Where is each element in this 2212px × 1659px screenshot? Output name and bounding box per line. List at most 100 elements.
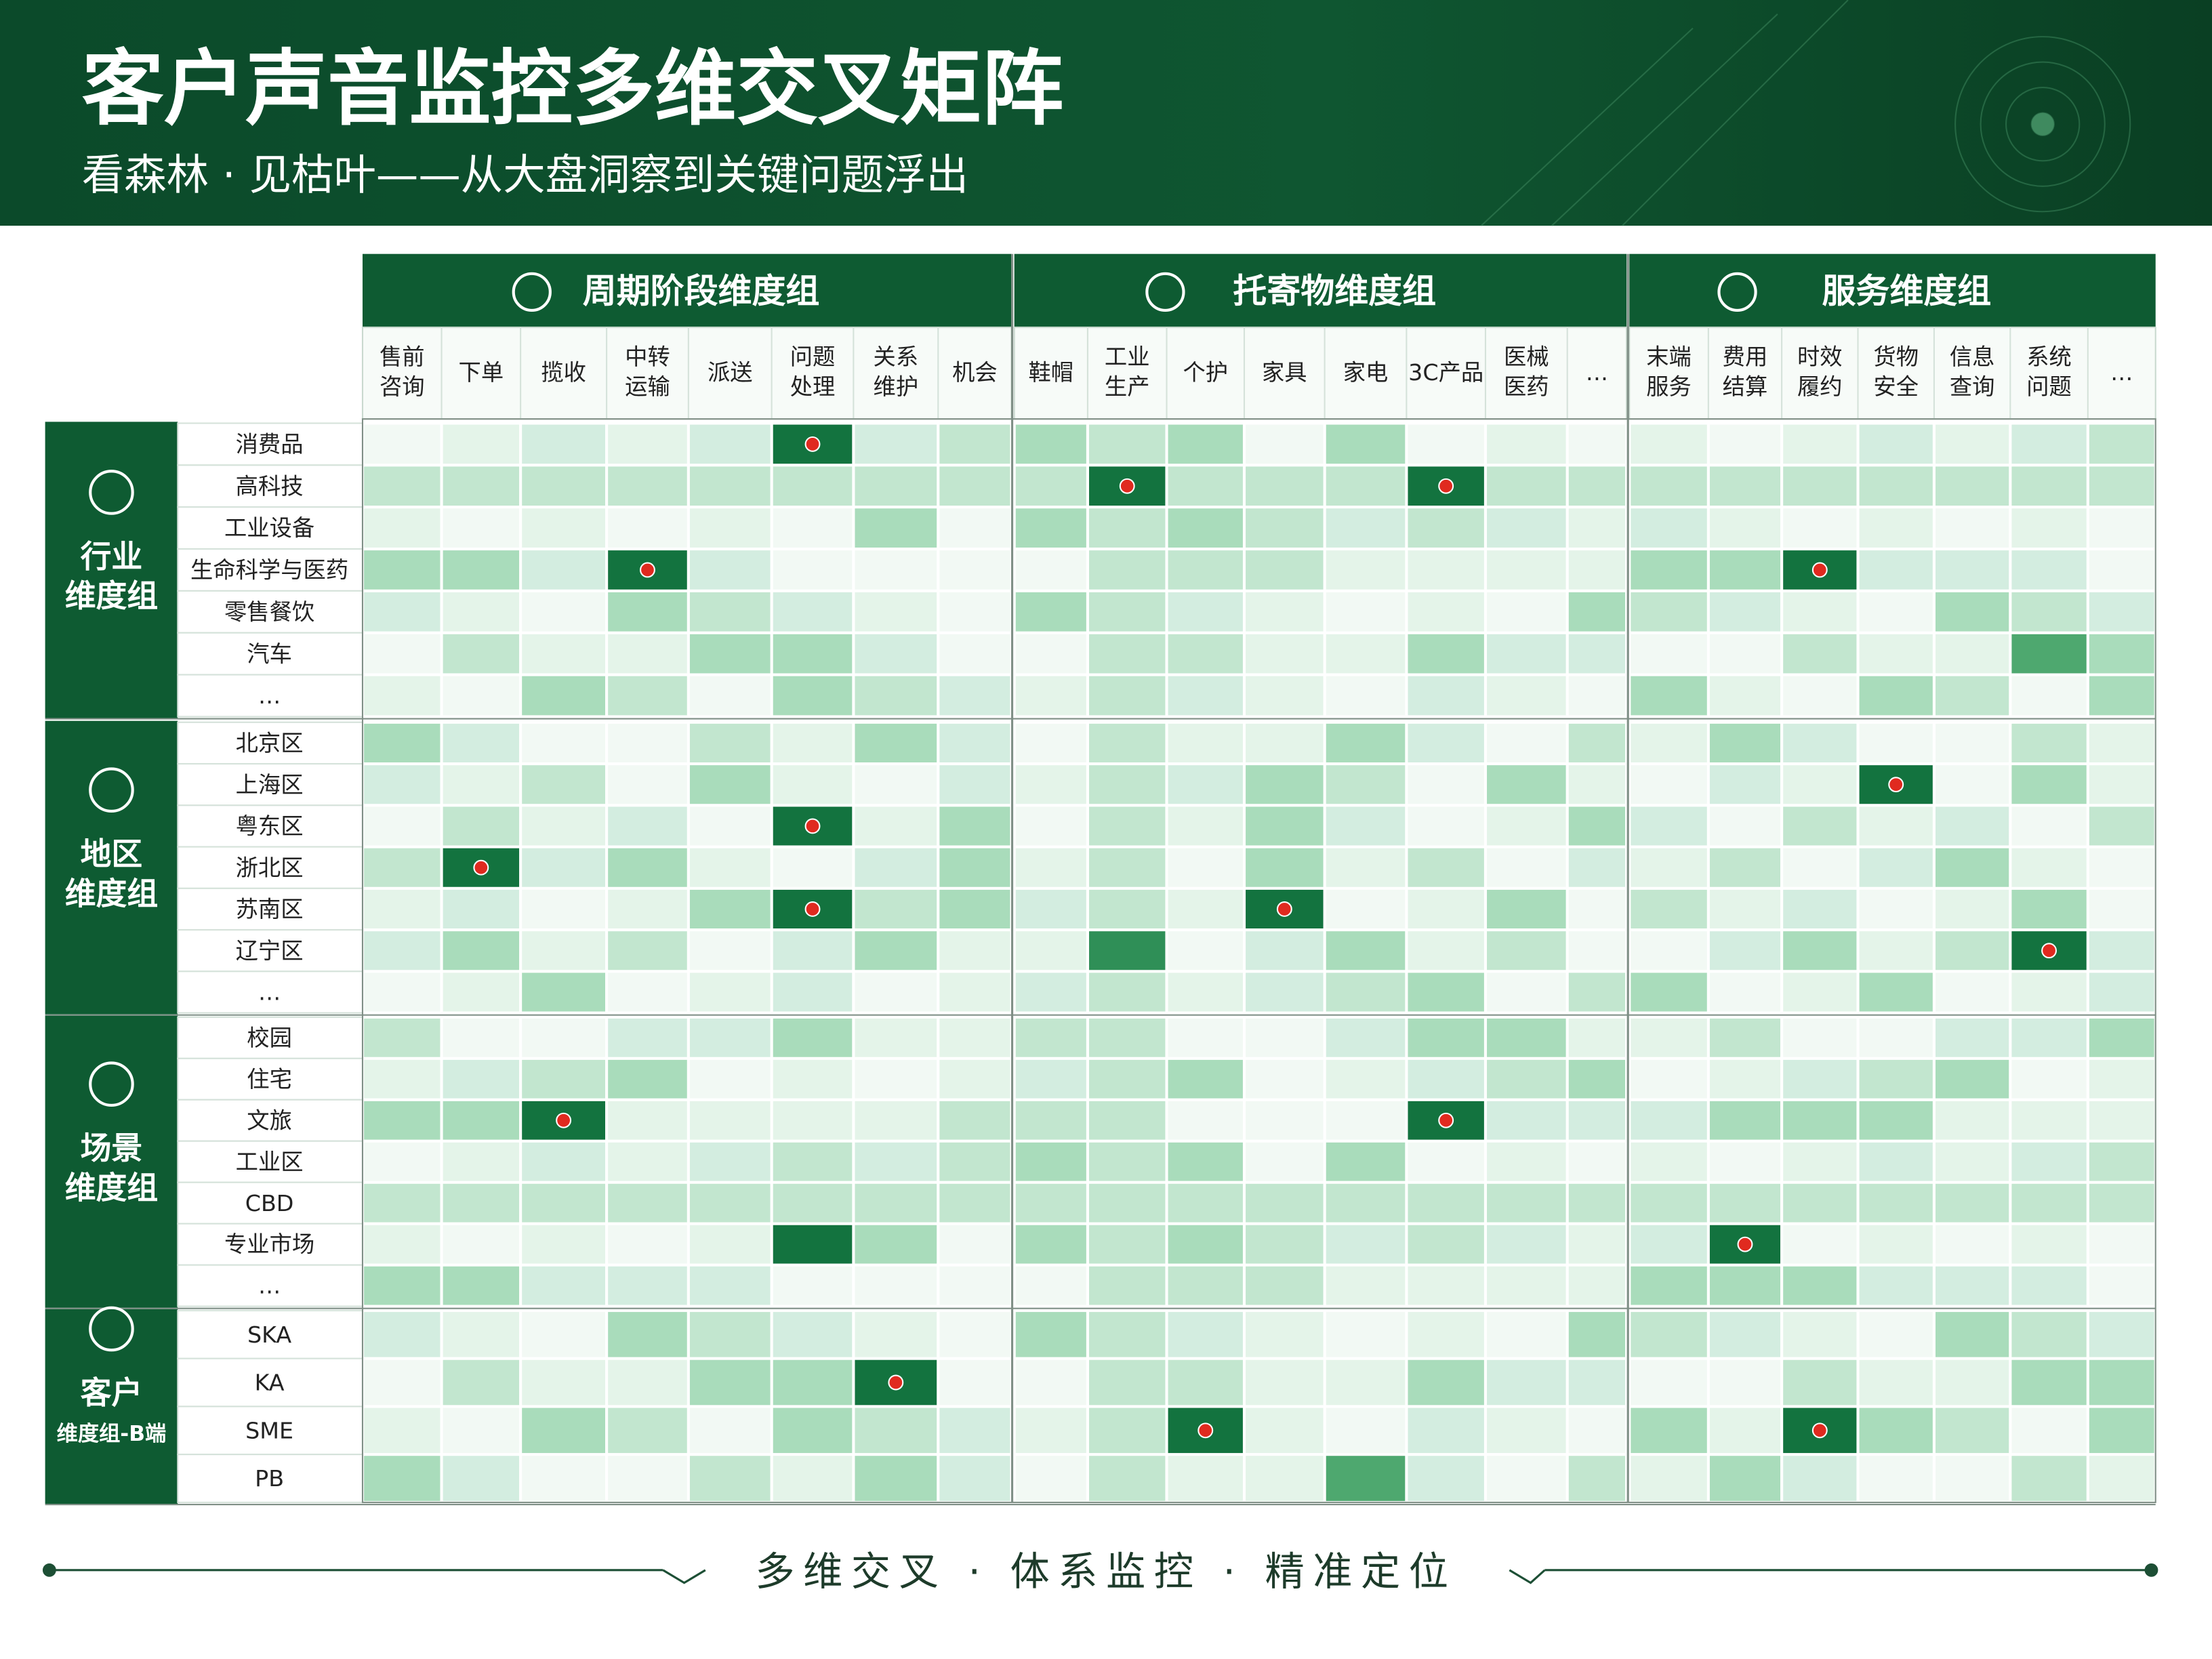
matrix-cell (1936, 550, 2009, 590)
key-issue-marker (804, 436, 821, 452)
row-group-header (45, 1309, 178, 1504)
matrix-cell (1089, 1225, 1166, 1264)
row-label-cell (177, 1357, 364, 1408)
matrix-cell (689, 848, 771, 887)
matrix-cell (2089, 806, 2154, 846)
matrix-cell (939, 1142, 1010, 1181)
row-label: SME (245, 1417, 293, 1443)
matrix-cell (1709, 723, 1781, 762)
key-issue-marker (556, 1112, 572, 1128)
matrix-cell (1936, 1359, 2009, 1406)
title: 客户声音监控多维交叉矩阵 (82, 42, 1064, 137)
matrix-cell (1631, 972, 1707, 1012)
matrix-cell (1168, 723, 1243, 762)
row-group-name: 行业 (81, 538, 143, 575)
matrix-cell (939, 550, 1010, 590)
matrix-cell (364, 1225, 441, 1264)
matrix-cell (1246, 848, 1324, 887)
matrix-cell (364, 1359, 441, 1406)
key-issue-marker (1276, 901, 1292, 917)
matrix-cell (2011, 1142, 2087, 1181)
row-label: 住宅 (247, 1066, 292, 1092)
matrix-cell (1859, 592, 1933, 632)
row-label-cell (177, 721, 364, 765)
row-label-cell (177, 632, 364, 676)
matrix-border (361, 418, 2156, 1503)
matrix-cell (608, 1456, 687, 1501)
matrix-cell (1168, 676, 1243, 716)
key-issue-marker (2041, 943, 2057, 959)
matrix-cell (1631, 1456, 1707, 1501)
matrix-cell (773, 634, 853, 674)
key-issue-marker (888, 1374, 904, 1391)
matrix-cell (1709, 1359, 1781, 1406)
matrix-cell (364, 806, 441, 846)
column-label: 关系 (874, 344, 919, 370)
matrix-cell (773, 1266, 853, 1305)
matrix-cell (2089, 765, 2154, 804)
matrix-cell (1936, 1101, 2009, 1140)
matrix-cell (855, 1142, 937, 1181)
matrix-cell (689, 1311, 771, 1357)
matrix-cell (855, 466, 937, 506)
matrix-cell (364, 1311, 441, 1357)
matrix-cell (608, 634, 687, 674)
matrix-cell (1246, 1059, 1324, 1099)
matrix-cell (1168, 848, 1243, 887)
matrix-cell (1487, 1225, 1566, 1264)
matrix-cell (1709, 508, 1781, 548)
matrix-cell (1168, 1311, 1243, 1357)
matrix-cell (1408, 806, 1484, 846)
row-label-cell (177, 464, 364, 508)
matrix-cell (1783, 1311, 1857, 1357)
matrix-cell (443, 806, 520, 846)
matrix-cell (939, 1183, 1010, 1223)
matrix-cell (1168, 1359, 1243, 1406)
matrix-cell (522, 1225, 606, 1264)
key-issue-marker (1811, 562, 1828, 578)
matrix-cell (364, 592, 441, 632)
matrix-cell (1015, 848, 1086, 887)
matrix-cell (522, 592, 606, 632)
matrix-cell (1015, 1408, 1086, 1454)
matrix-cell (443, 723, 520, 762)
matrix-cell (2011, 550, 2087, 590)
matrix-cell (522, 1142, 606, 1181)
matrix-cell (1783, 1142, 1857, 1181)
column-label: … (2110, 359, 2133, 386)
matrix-cell (522, 508, 606, 548)
matrix-cell (1783, 1059, 1857, 1099)
matrix-cell (1089, 765, 1166, 804)
row-label: 生命科学与医药 (190, 557, 348, 583)
matrix-cell (1015, 1183, 1086, 1223)
key-issue-marker (1197, 1422, 1214, 1439)
matrix-cell (1783, 931, 1857, 970)
matrix-cell (1709, 550, 1781, 590)
header-decoration (1481, 0, 2131, 226)
matrix-cell (1326, 723, 1406, 762)
row-label: 苏南区 (236, 896, 304, 922)
matrix-cell (1168, 466, 1243, 506)
matrix-cell (2089, 1408, 2154, 1454)
matrix-cell (1783, 634, 1857, 674)
matrix-cell (522, 1359, 606, 1406)
matrix-cell (1168, 1225, 1243, 1264)
matrix-cell (608, 723, 687, 762)
matrix-cell (1709, 806, 1781, 846)
matrix-cell (1936, 1456, 2009, 1501)
matrix-cell (1015, 1142, 1086, 1181)
matrix-cell (2089, 676, 2154, 716)
matrix-cell (1168, 1018, 1243, 1057)
matrix-cell (364, 931, 441, 970)
row-label: 工业区 (236, 1149, 304, 1175)
matrix-cell (1326, 1059, 1406, 1099)
matrix-cell (1015, 676, 1086, 716)
matrix-cell (1859, 1183, 1933, 1223)
matrix-cell (2011, 723, 2087, 762)
matrix-cell (1408, 1225, 1484, 1264)
column-label: 医械 (1504, 344, 1549, 370)
matrix-cell (2011, 1311, 2087, 1357)
matrix-cell (364, 550, 441, 590)
column-label: 时效 (1797, 344, 1843, 370)
